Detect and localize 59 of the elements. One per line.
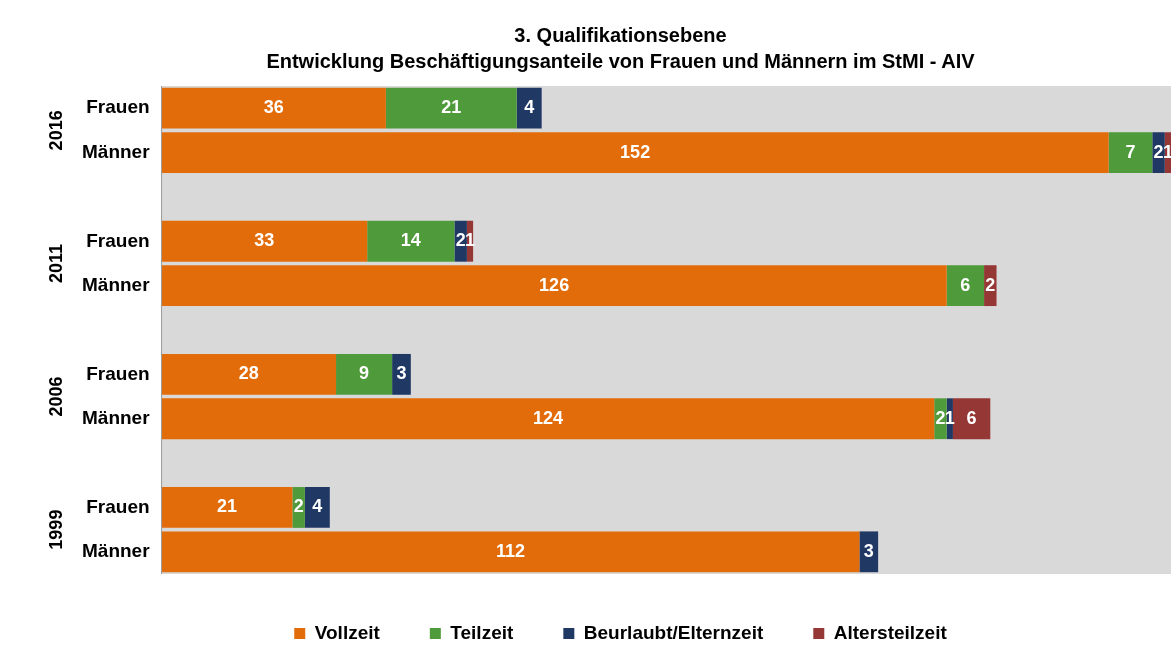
data-label: 7: [1125, 141, 1136, 162]
data-label: 2: [985, 274, 996, 295]
legend-label: Teilzeit: [450, 621, 514, 643]
data-label: 2: [455, 230, 466, 251]
text: 1999: [45, 509, 66, 550]
chart-title: 3. Qualifikationsebene: [514, 23, 727, 46]
data-label: 4: [312, 496, 323, 517]
y-tick-label: Männer: [81, 273, 151, 295]
data-label: 1: [944, 407, 955, 428]
data-label: 3: [396, 363, 407, 384]
bar: [946, 265, 985, 307]
chart-subtitle: Entwicklung Beschäftigungsanteile von Frauen und Männern im StMI - AIV: [266, 49, 976, 72]
y-tick-label: Frauen: [86, 229, 150, 251]
data-label: 3: [863, 540, 874, 561]
data-label: 9: [359, 363, 370, 384]
bar: [1108, 132, 1153, 173]
y-tick-label: Männer: [81, 406, 151, 428]
data-label: 126: [539, 274, 570, 295]
data-label: 2: [293, 496, 304, 517]
y-tick-label: Männer: [81, 540, 151, 562]
bar: [392, 353, 411, 395]
bar: [385, 87, 517, 129]
bar: [161, 531, 860, 573]
text: 2006: [45, 376, 66, 417]
bar: [161, 132, 1109, 173]
text: 2016: [45, 110, 66, 151]
bar: [161, 265, 947, 307]
data-label: 124: [532, 407, 563, 428]
data-label: 152: [620, 141, 651, 162]
data-label: 6: [966, 407, 977, 428]
data-label: 14: [400, 230, 421, 251]
legend-label: Vollzeit: [314, 621, 381, 643]
y-tick-label: Frauen: [86, 362, 150, 384]
data-label: 36: [263, 97, 284, 118]
data-label: 2: [1153, 141, 1164, 162]
legend-label: Beurlaubt/Elternzeit: [583, 621, 764, 643]
text: 2011: [45, 243, 66, 283]
legend-label: Altersteilzeit: [833, 621, 948, 643]
bar: [161, 87, 386, 129]
data-label: 2: [935, 407, 946, 428]
data-label: 33: [254, 230, 275, 251]
data-label: 6: [960, 274, 971, 295]
bar: [367, 220, 455, 262]
bar: [161, 398, 935, 440]
y-tick-label: Männer: [81, 140, 151, 162]
bar: [859, 531, 879, 573]
data-label: 4: [524, 97, 535, 118]
data-label: 28: [238, 363, 259, 384]
y-tick-label: Frauen: [86, 96, 150, 118]
bar: [336, 353, 393, 395]
data-label: 112: [495, 540, 526, 561]
bar: [161, 487, 293, 528]
data-label: 21: [441, 97, 462, 118]
bar: [161, 353, 337, 395]
bar: [161, 220, 368, 262]
bar: [304, 487, 330, 528]
bar: [516, 87, 542, 129]
data-label: 21: [216, 496, 238, 517]
y-tick-label: Frauen: [86, 495, 150, 517]
